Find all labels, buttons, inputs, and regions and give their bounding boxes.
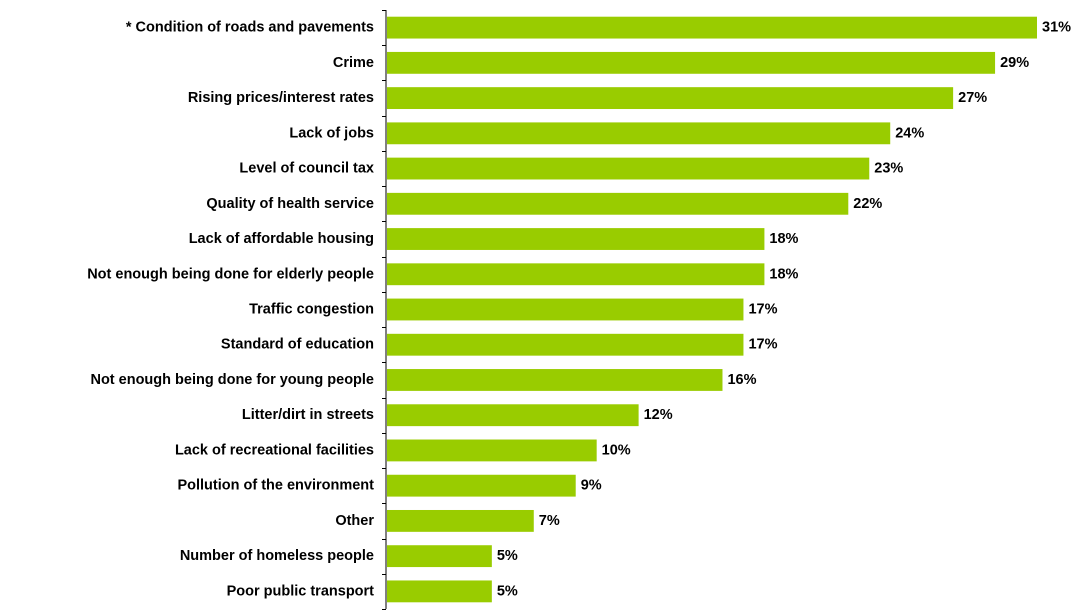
bar [387, 509, 534, 532]
value-labels: 31% 29% 27% 24% 23% 22% 18% 18% 17% 17% 16% 12% 10% 9… [497, 20, 1071, 600]
data-label: 23% [874, 161, 903, 177]
category-label: Number of homeless people [180, 548, 374, 564]
data-label: 18% [769, 266, 798, 282]
data-label: 17% [748, 337, 777, 353]
category-label: Lack of jobs [289, 125, 374, 141]
category-label: * Condition of roads and pavements [126, 20, 374, 36]
category-label: Quality of health service [206, 196, 374, 212]
data-label: 18% [769, 231, 798, 247]
bar [387, 122, 891, 145]
bar [387, 192, 849, 215]
category-label: Level of council tax [239, 161, 374, 177]
category-axis [382, 10, 387, 610]
bar [387, 87, 954, 110]
category-label: Traffic congestion [249, 302, 374, 318]
bar [387, 157, 870, 180]
data-label: 5% [497, 583, 518, 599]
category-label: Standard of education [221, 337, 374, 353]
category-label: Lack of affordable housing [189, 231, 374, 247]
category-label: Lack of recreational facilities [175, 442, 374, 458]
category-label: Crime [333, 55, 374, 71]
bar [387, 263, 765, 286]
bar [387, 404, 639, 427]
category-label: Not enough being done for young people [90, 372, 374, 388]
category-label: Not enough being done for elderly people [87, 266, 374, 282]
category-label: Pollution of the environment [177, 478, 374, 494]
data-label: 16% [727, 372, 756, 388]
data-label: 7% [539, 513, 560, 529]
data-label: 31% [1042, 20, 1071, 36]
category-label: Poor public transport [227, 583, 375, 599]
bar [387, 369, 723, 391]
category-labels: * Condition of roads and pavements Crime R… [87, 20, 374, 600]
data-label: 9% [581, 478, 602, 494]
data-label: 22% [853, 196, 882, 212]
bar [387, 333, 744, 356]
data-label: 12% [644, 407, 673, 423]
data-label: 17% [748, 302, 777, 318]
data-label: 10% [602, 442, 631, 458]
category-label: Litter/dirt in streets [242, 407, 374, 423]
bar [387, 580, 492, 603]
data-label: 5% [497, 548, 518, 564]
bar [387, 51, 996, 74]
bars-group [387, 16, 1037, 603]
data-label: 27% [958, 90, 987, 106]
bar [387, 298, 744, 321]
bar [387, 228, 765, 250]
category-label: Rising prices/interest rates [188, 90, 374, 106]
bar [387, 545, 492, 568]
data-label: 29% [1000, 55, 1029, 71]
bar [387, 474, 576, 497]
data-label: 24% [895, 125, 924, 141]
category-label: Other [335, 513, 374, 529]
bar [387, 16, 1037, 39]
bar [387, 439, 597, 462]
